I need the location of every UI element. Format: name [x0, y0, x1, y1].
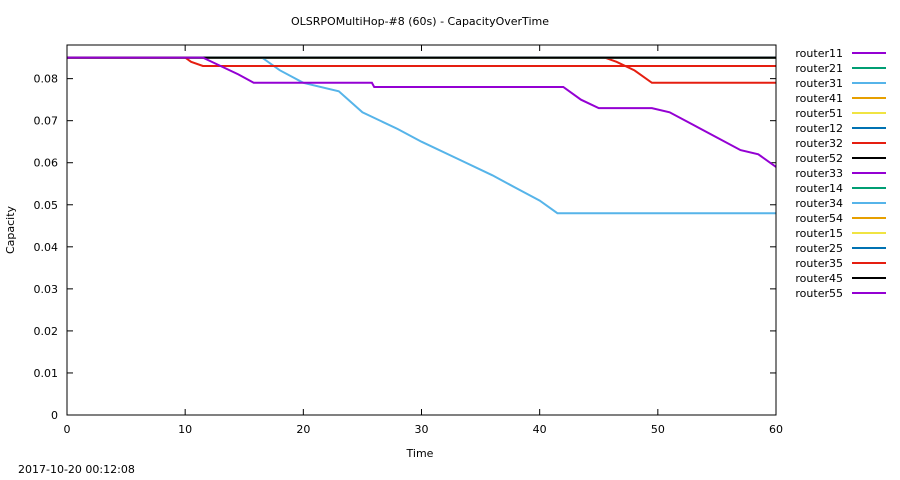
legend-label-router12: router12 — [795, 122, 843, 135]
series-line-router34 — [67, 56, 776, 215]
y-tick-label: 0 — [51, 409, 58, 422]
x-tick-label: 60 — [769, 423, 783, 436]
legend-label-router35: router35 — [795, 257, 843, 270]
y-tick-label: 0.04 — [34, 241, 59, 254]
legend-label-router15: router15 — [795, 227, 843, 240]
y-tick-label: 0.05 — [34, 199, 59, 212]
x-tick-label: 50 — [651, 423, 665, 436]
x-tick-label: 30 — [415, 423, 429, 436]
y-tick-label: 0.07 — [34, 115, 59, 128]
series-line-router35 — [67, 56, 776, 67]
legend-label-router34: router34 — [795, 197, 843, 210]
x-tick-label: 20 — [296, 423, 310, 436]
legend-label-router51: router51 — [795, 107, 843, 120]
legend-label-router21: router21 — [795, 62, 843, 75]
legend-label-router41: router41 — [795, 92, 843, 105]
y-tick-label: 0.02 — [34, 325, 59, 338]
legend-label-router31: router31 — [795, 77, 843, 90]
series-line-router55 — [67, 56, 777, 168]
y-axis-label: Capacity — [4, 205, 17, 254]
y-tick-label: 0.08 — [34, 73, 59, 86]
plot-area — [67, 56, 777, 215]
axis-ticks: 0 10 20 30 40 50 60 0 0.01 0.02 0.03 0.04 0.05 0.06 0.… — [34, 45, 783, 436]
legend-label-router32: router32 — [795, 137, 843, 150]
x-tick-label: 0 — [64, 423, 71, 436]
legend: router11 router21 router31 router41 router51… — [795, 47, 886, 300]
x-tick-label: 10 — [178, 423, 192, 436]
y-tick-label: 0.01 — [34, 367, 59, 380]
legend-label-router14: router14 — [795, 182, 843, 195]
series-line-router32 — [67, 56, 776, 84]
legend-label-router25: router25 — [795, 242, 843, 255]
legend-label-router54: router54 — [795, 212, 843, 225]
y-tick-label: 0.03 — [34, 283, 59, 296]
x-axis-label: Time — [406, 447, 434, 460]
legend-label-router52: router52 — [795, 152, 843, 165]
legend-label-router33: router33 — [795, 167, 843, 180]
x-tick-label: 40 — [533, 423, 547, 436]
y-tick-label: 0.06 — [34, 157, 59, 170]
legend-label-router11: router11 — [795, 47, 843, 60]
legend-label-router55: router55 — [795, 287, 843, 300]
plot-frame — [66, 44, 777, 416]
timestamp: 2017-10-20 00:12:08 — [18, 463, 135, 476]
chart-title: OLSRPOMultiHop-#8 (60s) - CapacityOverTi… — [291, 15, 549, 28]
legend-label-router45: router45 — [795, 272, 843, 285]
